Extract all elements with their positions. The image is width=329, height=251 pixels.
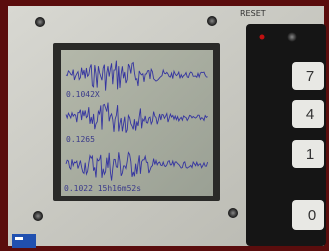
keypad: 7 4 1 0 xyxy=(292,62,324,230)
key-label: 7 xyxy=(306,68,314,85)
logo xyxy=(12,234,36,248)
logo-mark xyxy=(15,237,23,240)
led xyxy=(260,35,265,40)
page: 0.1042X 0.1265 0.1022 15h16m52s RESET 7 … xyxy=(0,0,329,251)
lcd-text: 0.1022 15h16m52s xyxy=(64,184,141,193)
photo: 0.1042X 0.1265 0.1022 15h16m52s RESET 7 … xyxy=(0,0,329,251)
lcd-text: 0.1265 xyxy=(66,135,95,144)
key-label: 1 xyxy=(306,146,314,163)
key-label: 0 xyxy=(308,207,316,224)
reset-label: RESET xyxy=(240,9,266,18)
screw xyxy=(35,17,45,27)
lcd-text: 0.1042X xyxy=(66,90,100,99)
reset-button[interactable] xyxy=(287,32,297,42)
key-label: 4 xyxy=(306,106,314,123)
screw xyxy=(228,208,238,218)
screw xyxy=(33,211,43,221)
screw xyxy=(207,16,217,26)
